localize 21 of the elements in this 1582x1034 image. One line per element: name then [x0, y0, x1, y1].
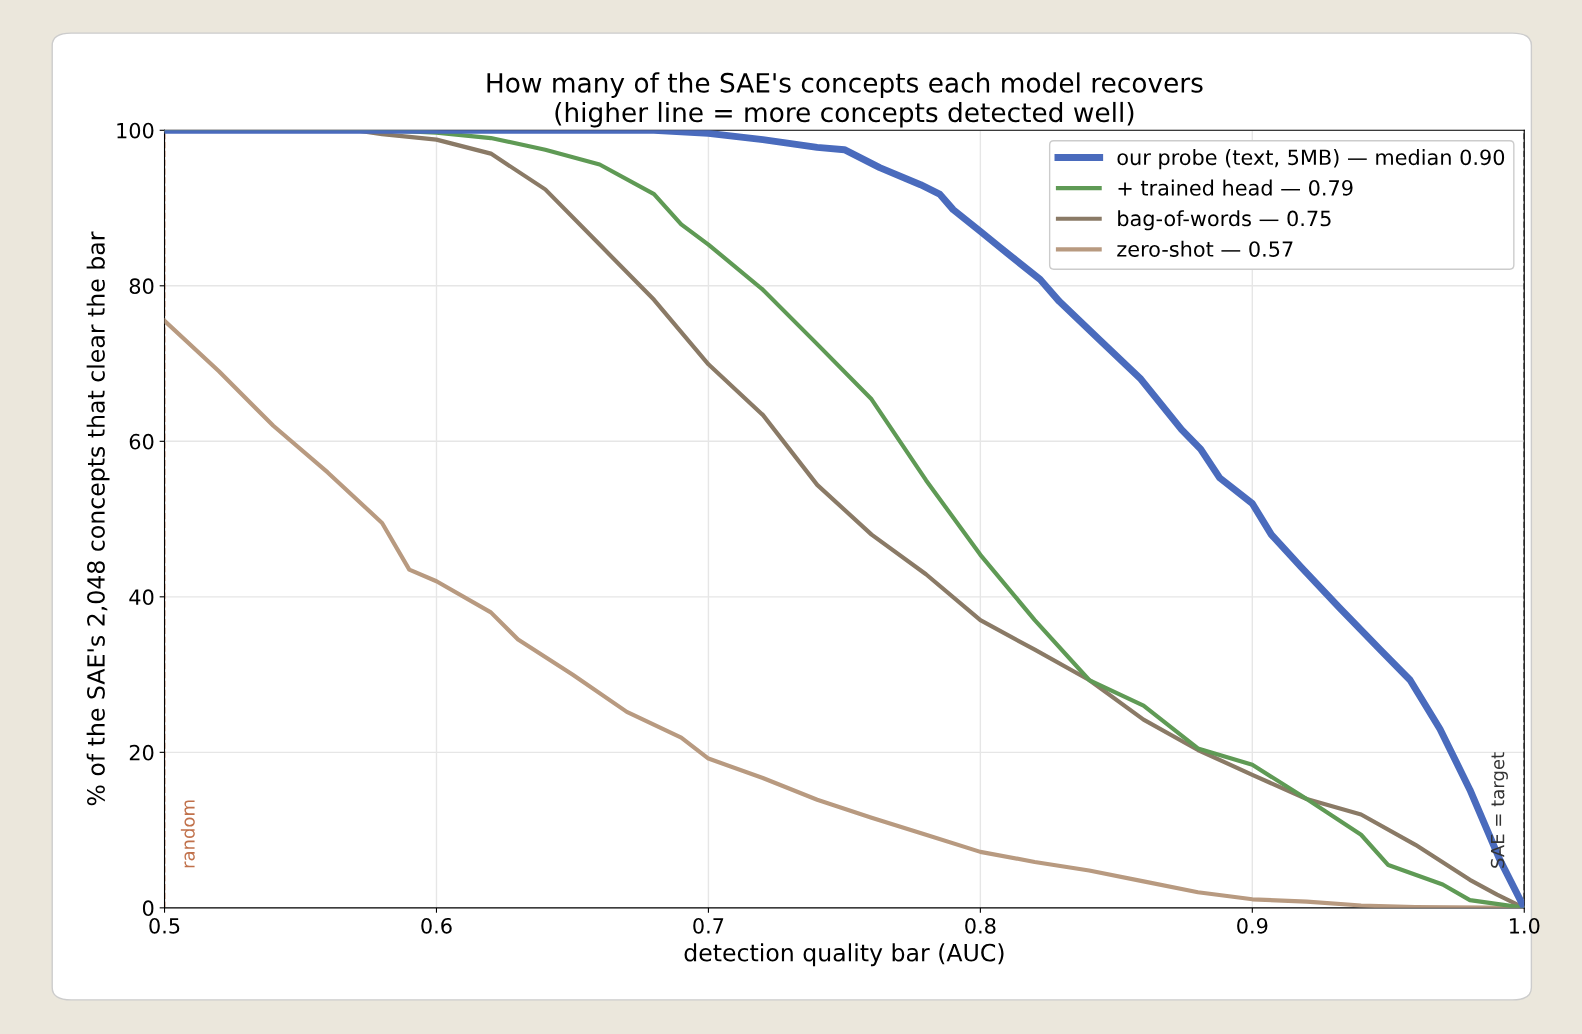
x-tick-label: 0.6	[421, 917, 452, 934]
y-tick-label: 80	[129, 278, 154, 295]
legend-label: our probe (text, 5MB) — median 0.90	[1117, 149, 1505, 170]
chart-title: How many of the SAE's concepts each model recovers (higher line = more concepts detected well)	[487, 72, 1203, 128]
y-axis-title: % of the SAE's 2,048 concepts that clear the bar	[86, 231, 110, 806]
y-tick-label: 0	[142, 900, 154, 917]
x-tick-label: 0.9	[1237, 917, 1268, 934]
legend-label: bag-of-words — 0.75	[1118, 210, 1331, 231]
x-tick-label: 0.7	[693, 917, 724, 934]
y-tick-label: 100	[117, 122, 154, 139]
legend-label: zero-shot — 0.57	[1117, 240, 1293, 257]
legend-label: + trained head — 0.79	[1118, 179, 1353, 196]
y-tick-label: 20	[129, 744, 154, 761]
y-tick-label: 40	[129, 589, 154, 606]
ref-line-label: random	[180, 800, 195, 868]
x-tick-label: 0.5	[149, 917, 180, 934]
x-tick-label: 1.0	[1509, 917, 1540, 934]
y-tick-label: 60	[129, 433, 154, 450]
x-tick-label: 0.8	[965, 917, 996, 934]
x-axis-title: detection quality bar (AUC)	[684, 943, 1004, 967]
ref-line-label: SAE = target	[1490, 752, 1508, 868]
